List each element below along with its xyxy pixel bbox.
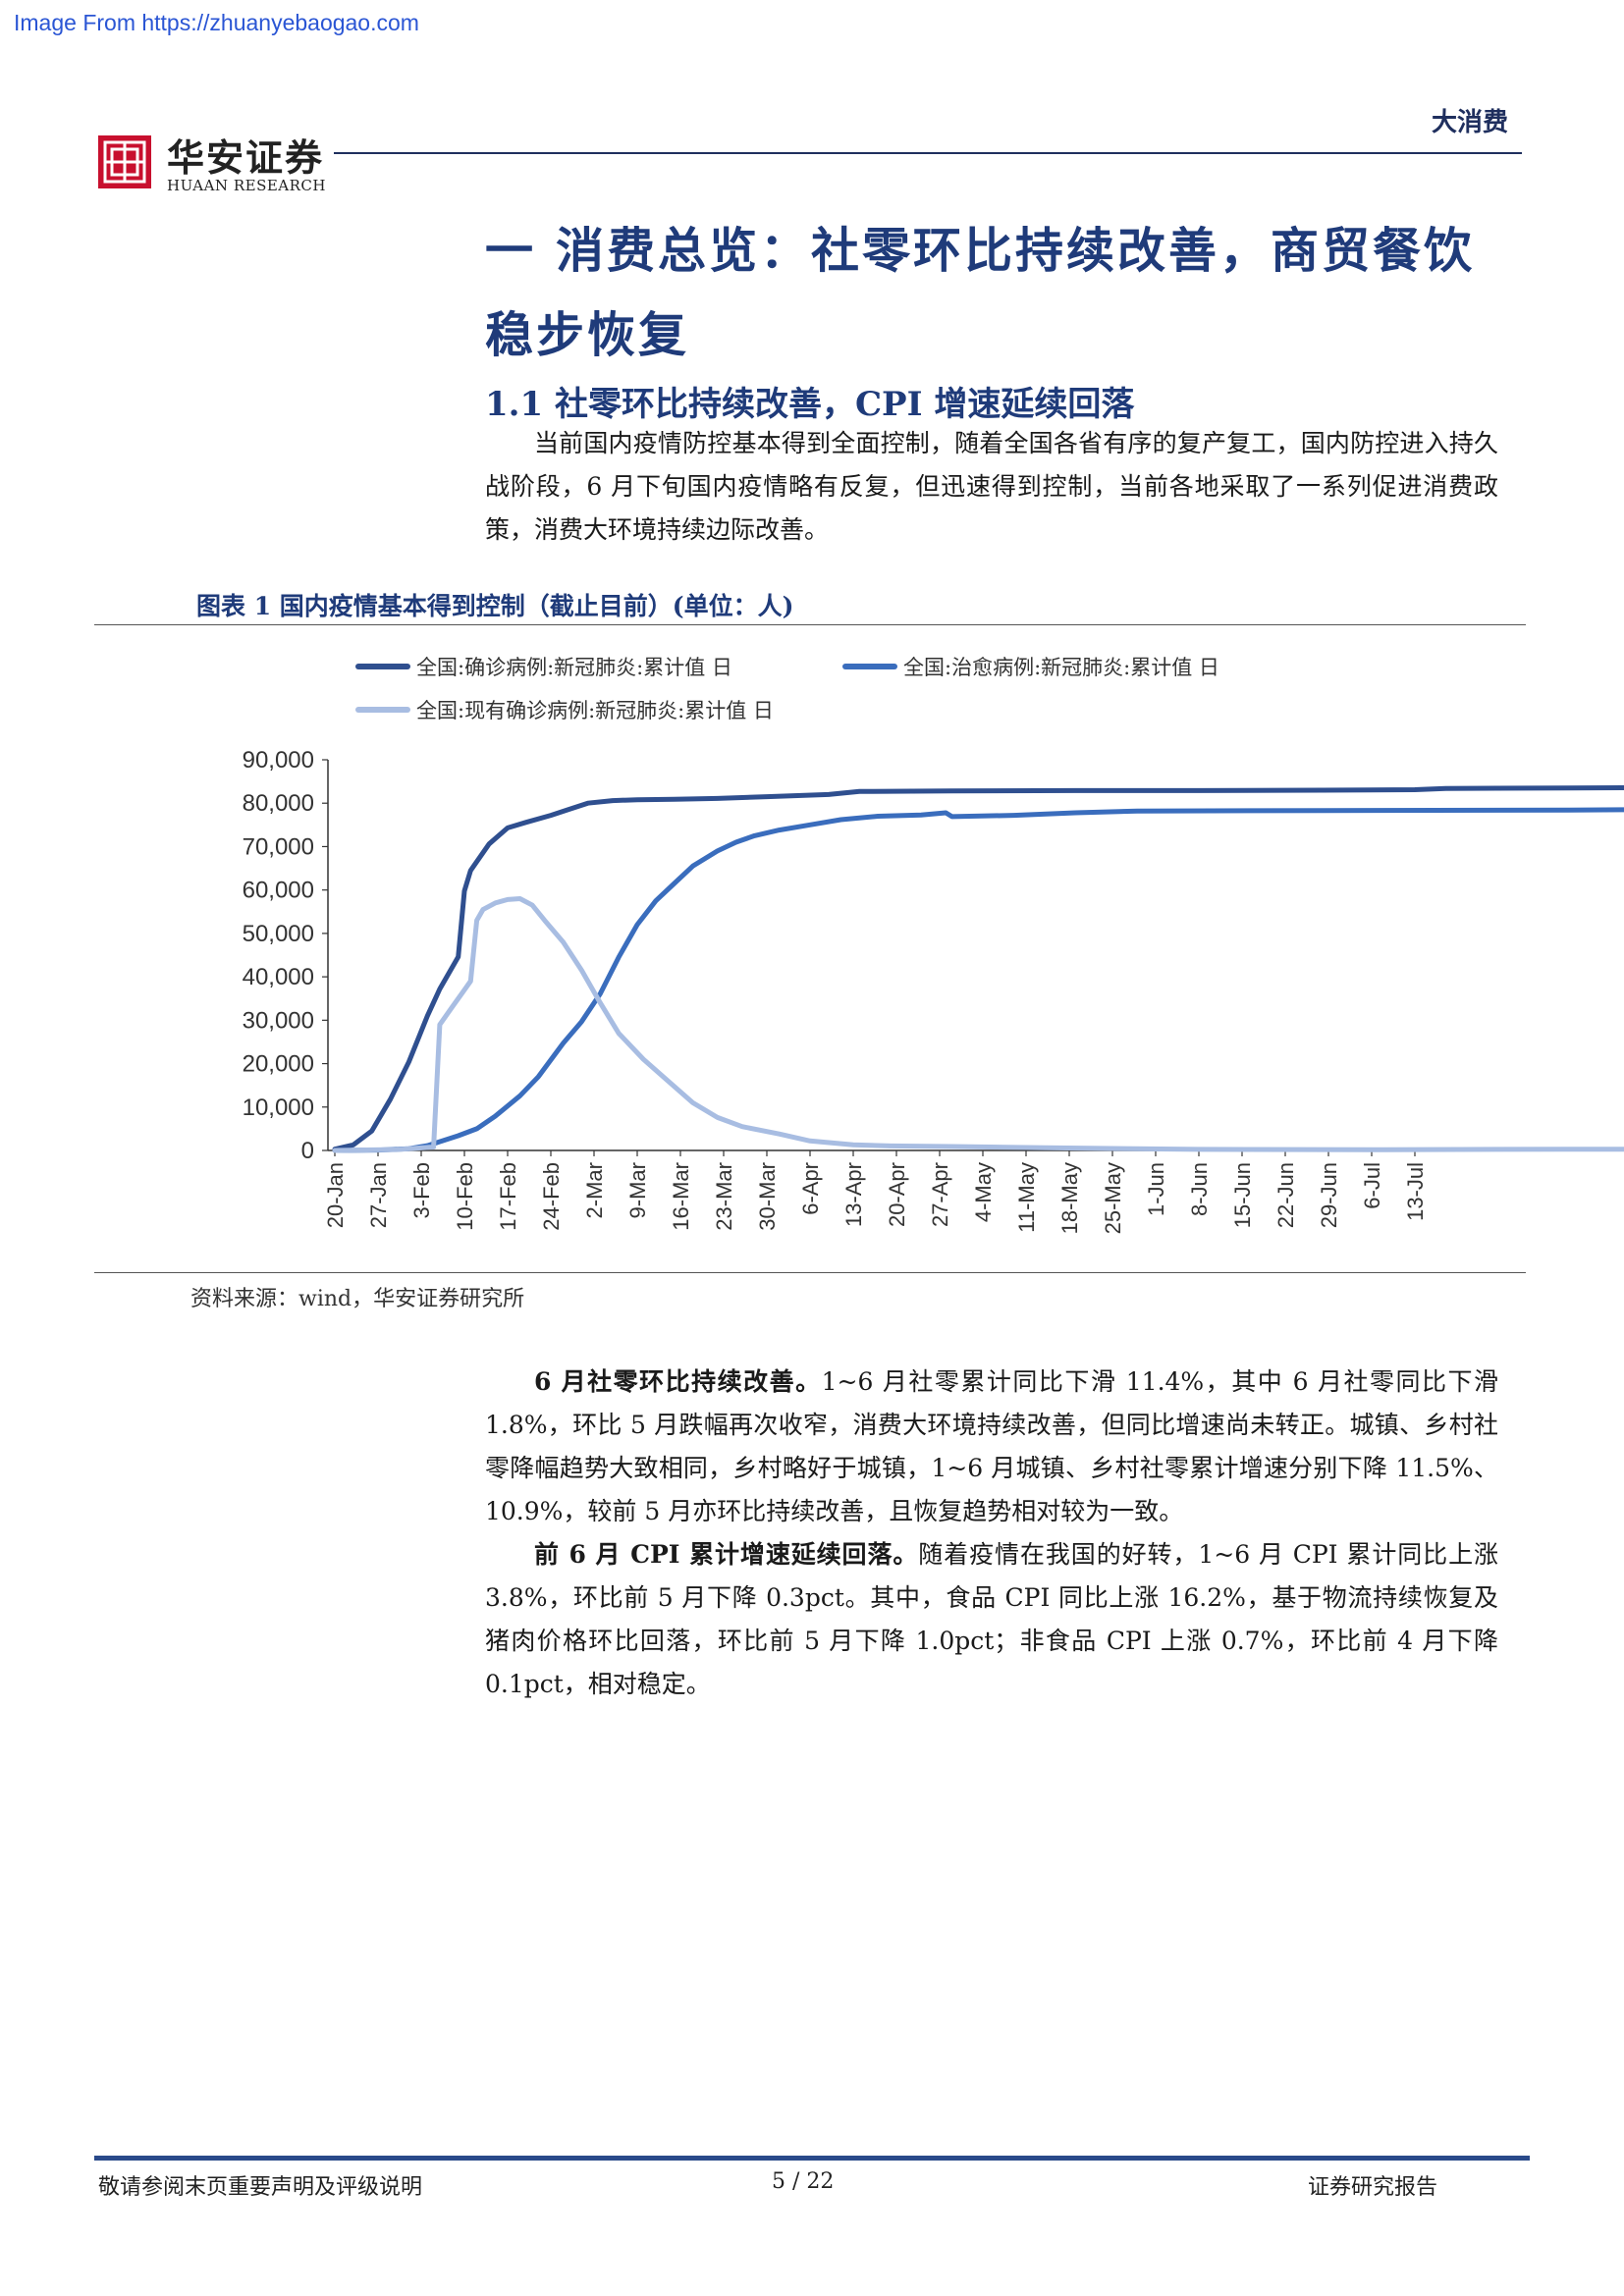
- x-tick-label: 27-Apr: [928, 1162, 952, 1227]
- y-tick-label: 60,000: [243, 878, 314, 904]
- x-tick-label: 20-Apr: [885, 1162, 909, 1227]
- figure-bottom-rule: [94, 1272, 1526, 1273]
- series-line-0: [332, 785, 1624, 1152]
- x-tick-label: 15-Jun: [1230, 1162, 1255, 1228]
- figure-title: 图表 1 国内疫情基本得到控制（截止目前）(单位：人): [196, 592, 794, 620]
- x-tick-label: 1-Jun: [1144, 1162, 1168, 1216]
- header-divider: [334, 152, 1522, 154]
- footer-disclaimer: 敬请参阅末页重要声明及评级说明: [98, 2175, 423, 2200]
- x-tick-label: 25-May: [1101, 1162, 1125, 1234]
- x-tick-label: 17-Feb: [496, 1162, 520, 1231]
- legend-item-confirmed: 全国:确诊病例:新冠肺炎:累计值 日: [355, 652, 732, 681]
- covid-line-chart: 0 10,000 20,000 30,000 40,000 50,000 60,000 70,…: [243, 747, 1624, 1234]
- source-watermark[interactable]: Image From https://zhuanyebaogao.com: [14, 10, 419, 35]
- paragraph-lead: 前 6 月 CPI 累计增速延续回落。: [534, 1540, 919, 1569]
- brand-name-en: HUAAN RESEARCH: [167, 177, 326, 194]
- x-tick-label: 24-Feb: [539, 1162, 564, 1231]
- body-paragraph-retail: 6 月社零环比持续改善。1~6 月社零累计同比下滑 11.4%，其中 6 月社零…: [485, 1361, 1498, 1533]
- legend-label: 全国:确诊病例:新冠肺炎:累计值 日: [416, 656, 732, 679]
- brand-name-cn: 华安证券: [167, 135, 325, 180]
- page-number: 5 / 22: [772, 2169, 835, 2194]
- x-tick-label: 4-May: [971, 1162, 996, 1222]
- y-tick-label: 10,000: [243, 1095, 314, 1121]
- legend-item-recovered: 全国:治愈病例:新冠肺炎:累计值 日: [842, 652, 1219, 681]
- x-tick-label: 23-Mar: [712, 1162, 736, 1231]
- legend-item-active: 全国:现有确诊病例:新冠肺炎:累计值 日: [355, 695, 774, 724]
- footer-report-type: 证券研究报告: [1308, 2175, 1438, 2200]
- section-tag: 大消费: [1431, 108, 1508, 137]
- series-line-1: [332, 807, 1624, 1153]
- x-tick-label: 6-Jul: [1360, 1162, 1384, 1209]
- y-tick-label: 50,000: [243, 921, 314, 947]
- y-tick-label: 30,000: [243, 1007, 314, 1034]
- y-tick-label: 20,000: [243, 1051, 314, 1078]
- y-tick-label: 40,000: [243, 964, 314, 990]
- brand-logo-icon: [98, 135, 151, 188]
- legend-swatch: [842, 664, 897, 669]
- x-tick-label: 29-Jun: [1317, 1162, 1341, 1228]
- legend-label: 全国:现有确诊病例:新冠肺炎:累计值 日: [416, 699, 774, 722]
- paragraph-lead: 6 月社零环比持续改善。: [534, 1367, 822, 1396]
- y-tick-label: 70,000: [243, 833, 314, 860]
- x-tick-label: 13-Apr: [841, 1162, 866, 1227]
- x-tick-label: 8-Jun: [1187, 1162, 1212, 1216]
- x-tick-label: 10-Feb: [453, 1162, 477, 1231]
- y-tick-label: 80,000: [243, 790, 314, 817]
- footer-divider: [94, 2156, 1530, 2161]
- legend-swatch: [355, 664, 410, 669]
- x-tick-label: 11-May: [1014, 1162, 1039, 1233]
- x-tick-label: 16-Mar: [669, 1162, 693, 1231]
- series-line-2: [332, 896, 1624, 1153]
- paragraph-text: 1~6 月社零累计同比下滑 11.4%，其中 6 月社零同比下滑 1.8%，环比…: [485, 1367, 1498, 1525]
- x-tick-label: 18-May: [1057, 1162, 1082, 1234]
- page-title: 一 消费总览：社零环比持续改善，商贸餐饮稳步恢复: [485, 222, 1476, 363]
- x-tick-label: 9-Mar: [625, 1162, 650, 1218]
- x-tick-label: 2-Mar: [582, 1162, 607, 1218]
- x-tick-label: 22-Jun: [1273, 1162, 1298, 1228]
- intro-paragraph: 当前国内疫情防控基本得到全面控制，随着全国各省有序的复产复工，国内防控进入持久战…: [485, 429, 1498, 544]
- legend-swatch: [355, 707, 410, 713]
- body-paragraph-cpi: 前 6 月 CPI 累计增速延续回落。随着疫情在我国的好转，1~6 月 CPI …: [485, 1533, 1498, 1706]
- legend-label: 全国:治愈病例:新冠肺炎:累计值 日: [903, 656, 1219, 679]
- paragraph-text: 随着疫情在我国的好转，1~6 月 CPI 累计同比上涨 3.8%，环比前 5 月…: [485, 1540, 1498, 1698]
- figure-top-rule: [94, 624, 1526, 625]
- x-tick-label: 27-Jan: [366, 1162, 391, 1228]
- x-tick-label: 20-Jan: [323, 1162, 348, 1228]
- x-tick-label: 13-Jul: [1403, 1162, 1428, 1221]
- x-tick-label: 30-Mar: [755, 1162, 780, 1231]
- x-tick-label: 3-Feb: [409, 1162, 434, 1218]
- figure-source: 资料来源：wind，华安证券研究所: [190, 1287, 525, 1311]
- x-tick-label: 6-Apr: [798, 1162, 823, 1215]
- section-subtitle: 1.1 社零环比持续改善，CPI 增速延续回落: [485, 385, 1135, 424]
- y-tick-label: 90,000: [243, 747, 314, 774]
- y-tick-label: 0: [301, 1138, 314, 1164]
